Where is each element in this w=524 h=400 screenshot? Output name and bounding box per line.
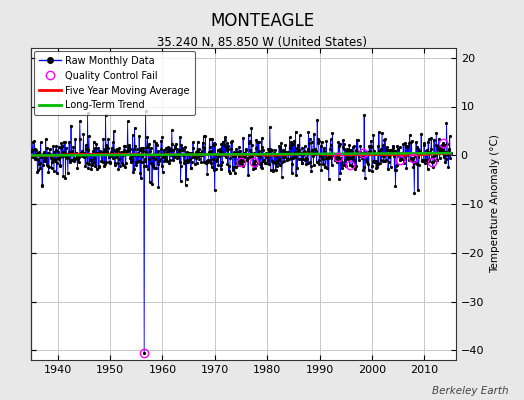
Text: 35.240 N, 85.850 W (United States): 35.240 N, 85.850 W (United States) (157, 36, 367, 49)
Text: Berkeley Earth: Berkeley Earth (432, 386, 508, 396)
Y-axis label: Temperature Anomaly (°C): Temperature Anomaly (°C) (490, 134, 500, 274)
Legend: Raw Monthly Data, Quality Control Fail, Five Year Moving Average, Long-Term Tren: Raw Monthly Data, Quality Control Fail, … (35, 51, 195, 115)
Text: MONTEAGLE: MONTEAGLE (210, 12, 314, 30)
